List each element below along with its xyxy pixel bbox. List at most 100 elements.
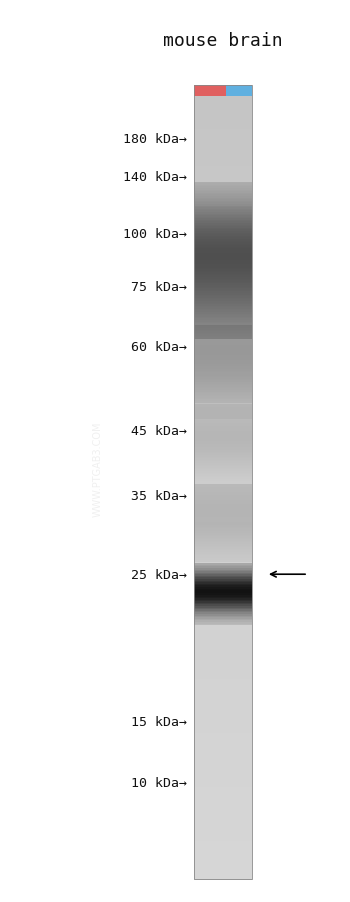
Bar <box>194 90 252 93</box>
Bar <box>194 511 252 513</box>
Text: 35 kDa→: 35 kDa→ <box>123 490 187 502</box>
Bar <box>194 446 252 448</box>
Bar <box>194 840 252 842</box>
Bar <box>194 462 252 465</box>
Bar <box>194 790 252 793</box>
Bar <box>194 748 252 750</box>
Bar <box>194 595 252 598</box>
Bar <box>194 273 252 275</box>
Bar <box>194 387 252 390</box>
Bar <box>194 426 252 428</box>
Bar <box>194 284 252 287</box>
Bar <box>194 289 252 291</box>
Bar <box>194 481 252 483</box>
Bar <box>194 798 252 801</box>
Bar <box>194 217 252 220</box>
Bar <box>194 403 252 406</box>
Bar <box>194 399 252 400</box>
Bar <box>194 859 252 861</box>
Text: 15 kDa→: 15 kDa→ <box>123 715 187 728</box>
Bar <box>194 522 252 525</box>
Bar <box>194 276 252 279</box>
Bar <box>194 704 252 705</box>
Bar <box>194 103 252 106</box>
Bar <box>194 767 252 769</box>
Bar <box>194 539 252 542</box>
Bar <box>194 414 252 417</box>
Bar <box>194 529 252 531</box>
Bar <box>194 222 252 225</box>
Bar <box>194 430 252 433</box>
Bar <box>194 228 252 231</box>
Bar <box>194 764 252 766</box>
Bar <box>194 532 252 534</box>
Bar <box>194 830 252 833</box>
Bar <box>194 319 252 321</box>
Bar <box>194 195 252 198</box>
Bar <box>194 389 252 391</box>
Bar <box>194 865 252 868</box>
Text: mouse brain: mouse brain <box>163 32 283 50</box>
Bar <box>194 541 252 544</box>
Bar <box>194 122 252 124</box>
Bar <box>194 419 252 421</box>
Bar <box>194 364 252 366</box>
Bar <box>194 773 252 776</box>
Bar <box>194 518 252 520</box>
Bar <box>194 495 252 498</box>
Bar <box>194 706 252 709</box>
Bar <box>194 424 252 427</box>
Bar <box>194 368 252 371</box>
Bar <box>194 391 252 393</box>
Bar <box>194 362 252 364</box>
Bar <box>194 698 252 701</box>
Bar <box>194 549 252 552</box>
Bar <box>194 125 252 128</box>
Bar <box>194 376 252 379</box>
Bar <box>194 159 252 161</box>
Bar <box>194 643 252 646</box>
Bar <box>194 470 252 473</box>
Bar <box>194 597 252 599</box>
Bar <box>194 143 252 145</box>
Bar <box>194 405 252 408</box>
Bar <box>194 648 252 650</box>
Bar <box>194 209 252 212</box>
Bar <box>194 327 252 329</box>
Bar <box>194 87 252 90</box>
Bar <box>194 530 252 533</box>
Bar <box>194 514 252 517</box>
Bar <box>194 871 252 874</box>
Bar <box>194 645 252 647</box>
Bar <box>194 94 252 97</box>
Bar <box>194 152 252 155</box>
Bar <box>194 372 252 374</box>
Bar <box>194 171 252 174</box>
Bar <box>194 89 252 91</box>
Bar <box>194 230 252 233</box>
Bar <box>194 259 252 262</box>
Bar <box>194 393 252 396</box>
Bar <box>194 297 252 299</box>
Bar <box>194 384 252 387</box>
Bar <box>194 244 252 247</box>
Bar <box>194 416 252 419</box>
Bar <box>194 711 252 713</box>
Bar <box>194 243 252 245</box>
Bar <box>194 637 252 639</box>
Bar <box>194 197 252 199</box>
Bar <box>194 282 252 285</box>
Bar <box>194 438 252 440</box>
Bar <box>194 468 252 471</box>
Bar <box>194 668 252 671</box>
Bar <box>194 817 252 820</box>
Bar <box>194 765 252 768</box>
Bar <box>194 115 252 116</box>
Bar <box>194 862 252 864</box>
Bar <box>194 326 252 328</box>
Bar <box>194 732 252 734</box>
Bar <box>194 367 252 369</box>
Bar <box>194 570 252 573</box>
Bar <box>194 843 252 845</box>
Bar <box>194 142 252 143</box>
